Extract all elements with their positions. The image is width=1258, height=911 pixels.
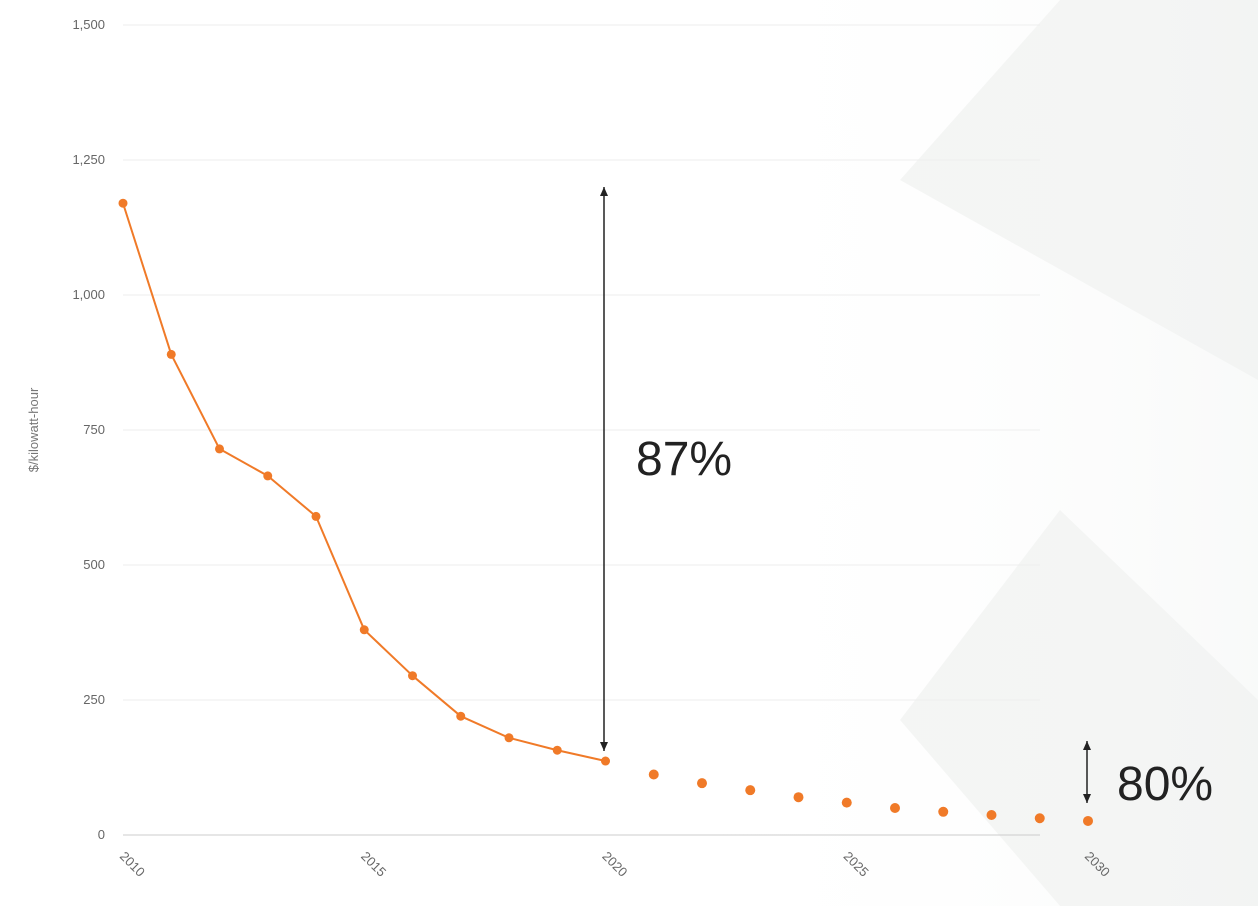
grid — [123, 24, 1040, 836]
data-point — [118, 198, 128, 208]
projected-point — [745, 785, 756, 796]
projected-point — [1083, 815, 1093, 826]
data-point — [552, 745, 562, 755]
background-fade — [700, 0, 1258, 906]
arrow-80-head-down — [1083, 793, 1091, 803]
x-tick-label: 2015 — [358, 849, 389, 880]
annotation-80: 80% — [1117, 758, 1213, 811]
projected-point — [938, 806, 949, 817]
y-tick-label: 1,500 — [72, 17, 105, 32]
y-tick-label: 500 — [83, 557, 105, 572]
projected-point — [841, 797, 852, 808]
projected-point — [793, 792, 804, 803]
y-tick-label: 1,000 — [72, 287, 105, 302]
x-tick-label: 2010 — [117, 849, 148, 880]
y-tick-label: 750 — [83, 422, 105, 437]
series — [118, 198, 1093, 826]
data-point — [263, 471, 273, 481]
series-line — [122, 202, 606, 762]
arrow-87-head-up — [600, 187, 608, 196]
y-tick-label: 250 — [83, 692, 105, 707]
x-tick-label: 2020 — [599, 849, 630, 880]
projected-point — [697, 778, 707, 789]
arrow-80-head-up — [1083, 741, 1091, 751]
data-point — [166, 349, 176, 359]
projected-point — [1034, 813, 1045, 824]
y-tick-label: 1,250 — [72, 152, 105, 167]
arrow-87-head-down — [600, 742, 608, 752]
data-point — [311, 511, 321, 521]
data-point — [359, 625, 369, 635]
annotations: 87% 80% — [600, 187, 1213, 811]
y-axis-label: $/kilowatt-hour — [26, 387, 41, 472]
y-tick-label: 0 — [98, 827, 105, 842]
projected-point — [648, 769, 659, 780]
data-point — [456, 711, 466, 721]
data-point — [504, 733, 514, 743]
data-point — [601, 756, 610, 766]
annotation-87: 87% — [636, 433, 732, 486]
projected-point — [986, 810, 997, 821]
data-point — [408, 671, 417, 681]
projected-point — [890, 803, 900, 813]
data-point — [215, 444, 224, 454]
